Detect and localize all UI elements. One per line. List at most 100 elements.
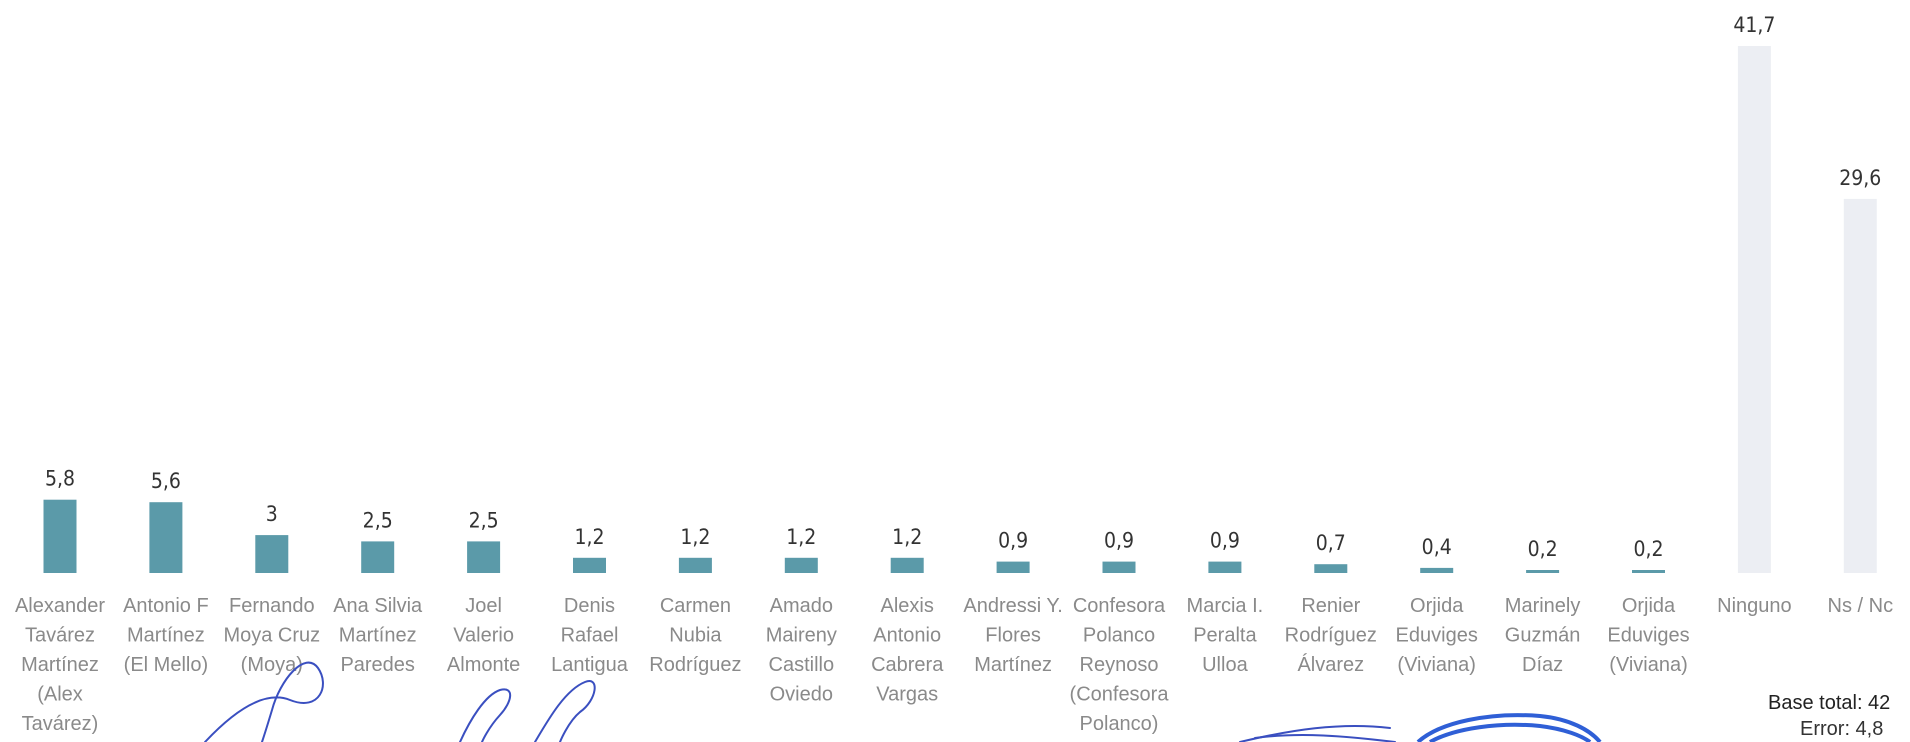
category-label-line: Vargas	[876, 684, 938, 706]
category-label-line: Lantigua	[551, 654, 629, 676]
category-label-line: Marcia I.	[1187, 595, 1264, 617]
category-label-17: Ninguno	[1717, 595, 1792, 617]
category-label-15: Marinely Guzmán Díaz	[1505, 595, 1581, 676]
category-label-7: Carmen Nubia Rodríguez	[649, 595, 741, 676]
bar-5	[467, 541, 501, 573]
value-label-8: 1,2	[786, 525, 816, 549]
value-label-18: 29,6	[1839, 166, 1881, 190]
category-label-line: (Viviana)	[1397, 654, 1476, 676]
value-label-10: 0,9	[998, 529, 1028, 553]
category-label-line: Martínez	[127, 625, 205, 647]
category-label-line: Moya Cruz	[223, 625, 320, 647]
category-label-line: (Moya)	[241, 654, 303, 676]
bar-1	[43, 499, 77, 573]
bar-6	[573, 557, 606, 573]
bar-18	[1843, 198, 1877, 573]
category-label-line: Martínez	[339, 625, 417, 647]
bar-7	[678, 557, 712, 573]
category-label-1: Alexander Tavárez Martínez (Alex Tavárez)	[15, 595, 105, 735]
bar-11	[1102, 561, 1136, 573]
category-label-line: (Confesora	[1070, 684, 1170, 706]
category-label-line: Rodríguez	[1285, 625, 1377, 647]
category-label-line: Rafael	[561, 625, 619, 647]
category-label-line: Renier	[1301, 595, 1360, 617]
category-label-line: Valerio	[453, 625, 514, 647]
category-label-16: Orjida Eduviges (Viviana)	[1607, 595, 1689, 676]
value-label-5: 2,5	[469, 508, 499, 532]
category-label-line: Díaz	[1522, 654, 1563, 676]
category-label-line: Ana Silvia	[333, 595, 423, 617]
category-label-line: Martínez	[974, 654, 1052, 676]
value-label-13: 0,7	[1316, 531, 1346, 555]
base-note: Base total: 42 Error: 4,8	[1768, 690, 1910, 742]
category-label-line: Ulloa	[1202, 654, 1248, 676]
category-label-line: Orjida	[1622, 595, 1676, 617]
category-label-13: Renier Rodríguez Álvarez	[1285, 595, 1377, 676]
category-label-5: Joel Valerio Almonte	[447, 595, 520, 676]
bar-12	[1208, 561, 1242, 573]
category-label-line: Ns / Nc	[1828, 595, 1894, 617]
value-label-3: 3	[266, 502, 278, 526]
category-label-line: Almonte	[447, 654, 520, 676]
value-label-1: 5,8	[45, 467, 75, 491]
category-label-line: (Viviana)	[1609, 654, 1688, 676]
bar-15	[1526, 570, 1560, 573]
value-label-16: 0,2	[1633, 537, 1663, 561]
category-label-line: Reynoso	[1080, 654, 1159, 676]
value-label-7: 1,2	[680, 525, 710, 549]
category-label-line: Denis	[564, 595, 615, 617]
category-label-line: Polanco	[1083, 625, 1155, 647]
category-label-line: Castillo	[769, 654, 835, 676]
category-label-line: Confesora	[1073, 595, 1166, 617]
bar-16	[1632, 570, 1665, 573]
category-label-line: Peralta	[1193, 625, 1257, 647]
bar-10	[996, 561, 1030, 573]
value-label-4: 2,5	[363, 508, 393, 532]
category-label-line: Tavárez	[25, 625, 95, 647]
category-label-line: Guzmán	[1505, 625, 1581, 647]
category-label-line: Eduviges	[1607, 625, 1689, 647]
category-label-line: Amado	[770, 595, 833, 617]
bar-8	[784, 557, 818, 573]
category-label-line: Polanco)	[1080, 713, 1159, 735]
category-label-line: Marinely	[1505, 595, 1581, 617]
category-label-line: Cabrera	[871, 654, 944, 676]
value-label-2: 5,6	[151, 469, 181, 493]
category-label-line: Alexis	[881, 595, 934, 617]
category-label-line: (Alex	[37, 684, 83, 706]
category-label-line: Maireny	[766, 625, 837, 647]
base-total-label: Base total: 42	[1768, 692, 1891, 714]
category-label-line: Orjida	[1410, 595, 1464, 617]
category-label-line: Antonio F	[123, 595, 209, 617]
value-label-6: 1,2	[574, 525, 604, 549]
bar-17	[1737, 46, 1771, 573]
category-label-14: Orjida Eduviges (Viviana)	[1396, 595, 1478, 676]
category-label-line: Carmen	[660, 595, 731, 617]
bar-9	[890, 557, 924, 573]
category-label-line: Rodríguez	[649, 654, 741, 676]
category-label-10: Andressi Y. Flores Martínez	[963, 595, 1062, 676]
category-label-2: Antonio F Martínez (El Mello)	[123, 595, 209, 676]
error-label: Error: 4,8	[1800, 718, 1884, 740]
category-label-line: (El Mello)	[124, 654, 208, 676]
category-label-line: Andressi Y.	[963, 595, 1062, 617]
category-label-12: Marcia I. Peralta Ulloa	[1187, 595, 1264, 676]
category-label-9: Alexis Antonio Cabrera Vargas	[871, 595, 944, 706]
category-label-line: Álvarez	[1297, 653, 1364, 676]
category-label-4: Ana Silvia Martínez Paredes	[333, 595, 423, 676]
category-label-line: Ninguno	[1717, 595, 1792, 617]
bar-13	[1314, 564, 1348, 573]
bar-4	[361, 541, 395, 573]
category-label-line: Paredes	[340, 654, 415, 676]
bar-14	[1420, 567, 1454, 573]
value-label-9: 1,2	[892, 525, 922, 549]
value-label-14: 0,4	[1422, 535, 1452, 559]
category-label-line: Nubia	[669, 625, 722, 647]
category-label-8: Amado Maireny Castillo Oviedo	[766, 595, 837, 706]
category-label-11: Confesora Polanco Reynoso (Confesora Polanco…	[1070, 595, 1170, 735]
category-label-line: Joel	[465, 595, 502, 617]
category-label-line: Alexander	[15, 595, 105, 617]
value-label-17: 41,7	[1733, 13, 1775, 37]
